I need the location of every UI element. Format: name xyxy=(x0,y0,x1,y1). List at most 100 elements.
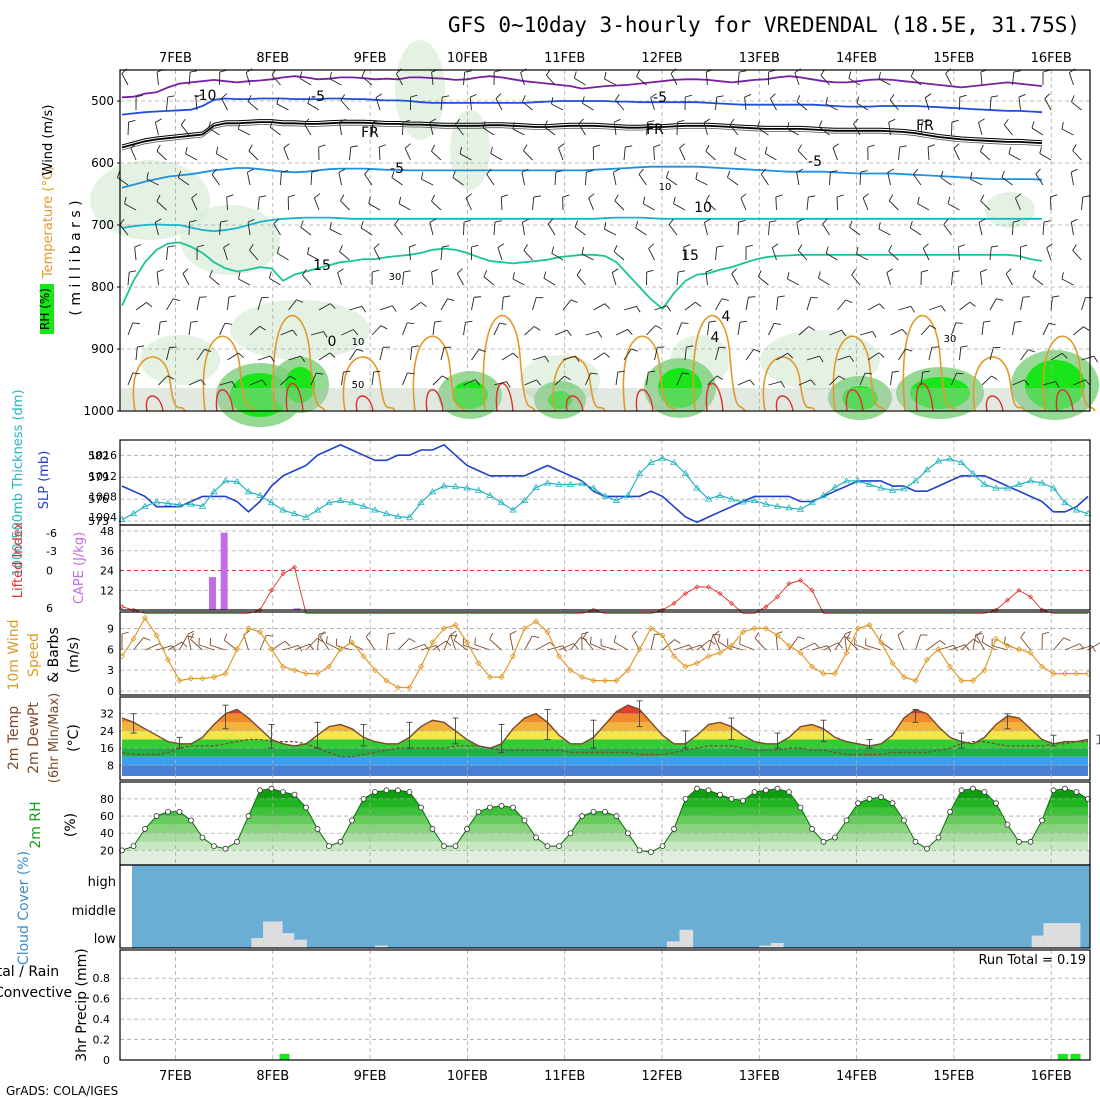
wind-barb xyxy=(156,72,159,86)
thickness-marker xyxy=(1003,484,1012,491)
wind-barb xyxy=(119,218,125,226)
wind-barb xyxy=(303,118,310,125)
wind-barb xyxy=(1039,153,1052,161)
wind-barb xyxy=(178,177,190,186)
wind-barb xyxy=(613,122,617,136)
thickness-marker xyxy=(842,477,851,484)
wind-barb xyxy=(533,195,541,198)
thickness-marker xyxy=(543,479,552,486)
wind-barb xyxy=(282,645,299,651)
ylabel-millibars: ( m i l l i b a r s ) xyxy=(68,200,84,315)
wind-barb xyxy=(185,146,188,154)
y-tick-label: 24 xyxy=(100,725,114,738)
wind-barb xyxy=(453,633,458,641)
rh-marker xyxy=(809,826,815,832)
wind-barb xyxy=(302,269,307,276)
wind-barb xyxy=(121,73,129,86)
rh-marker xyxy=(475,808,482,815)
wind-barb xyxy=(848,71,852,79)
wind-barb xyxy=(373,370,381,373)
thickness-marker xyxy=(704,495,713,502)
wind-barb xyxy=(1032,270,1036,278)
thickness-marker xyxy=(198,502,207,509)
temperature-band xyxy=(122,765,1088,776)
wind-barb xyxy=(196,349,205,361)
thickness-marker xyxy=(141,502,149,509)
wind-barb xyxy=(512,278,525,286)
wind-barb xyxy=(1014,320,1022,323)
rh-band xyxy=(122,833,1088,842)
wind-barb xyxy=(434,320,442,323)
wind-barb xyxy=(180,118,186,125)
wind-barb xyxy=(853,118,859,125)
wind-barb xyxy=(1083,326,1090,331)
thickness-marker xyxy=(750,496,759,503)
wind-barb xyxy=(431,150,442,161)
wind-barb xyxy=(1035,173,1044,186)
wind-barb xyxy=(949,644,966,651)
wind-barb xyxy=(350,145,358,148)
wind-barb xyxy=(271,74,281,86)
wind-barb xyxy=(551,103,564,111)
wind-barb xyxy=(798,326,810,336)
wind-barb xyxy=(391,177,403,186)
wind-barb xyxy=(892,370,900,373)
wind-barb xyxy=(976,630,982,637)
wind-speed-marker xyxy=(877,639,885,646)
wind-barb xyxy=(955,322,963,324)
wind-barb xyxy=(269,277,281,286)
wind-barb xyxy=(1073,379,1086,386)
temperature-contour xyxy=(121,119,1043,146)
temperature-contour xyxy=(121,97,1043,116)
thickness-marker xyxy=(129,509,138,517)
rh-marker xyxy=(360,795,367,802)
wind-barb xyxy=(130,143,137,149)
wind-barb xyxy=(243,634,249,651)
wind-barb xyxy=(452,177,464,186)
rh-marker xyxy=(1039,817,1045,824)
wind-barb xyxy=(1070,172,1074,186)
wind-barb xyxy=(249,325,260,336)
contour-label: 50 xyxy=(352,380,365,391)
wind-barb xyxy=(521,172,525,186)
y-tick-label: 800 xyxy=(91,280,114,294)
wind-barb xyxy=(806,197,809,211)
wind-barb xyxy=(648,370,656,373)
wind-barb xyxy=(310,372,317,386)
wind-barb xyxy=(650,97,655,111)
rh-marker xyxy=(705,787,712,794)
wind-barb xyxy=(268,271,272,279)
rh-marker xyxy=(935,834,942,841)
wind-barb xyxy=(818,271,821,279)
wind-barb xyxy=(435,645,441,652)
wind-barb xyxy=(738,220,746,223)
wind-barb xyxy=(576,274,586,286)
wind-barb xyxy=(654,347,658,361)
wind-barb xyxy=(259,325,266,331)
wind-barb xyxy=(673,203,686,211)
wind-barb xyxy=(166,247,169,261)
wind-barb xyxy=(953,143,960,149)
ylabel-2m-temp: 2m Temp xyxy=(6,706,22,770)
contour-label: 10 xyxy=(659,182,672,193)
rh-shade xyxy=(452,381,488,409)
wind-speed-marker xyxy=(728,642,735,649)
wind-barb xyxy=(707,322,710,336)
wind-barb xyxy=(364,168,370,175)
wind-barb xyxy=(867,144,875,148)
wind-barb xyxy=(311,170,319,173)
thickness-marker xyxy=(670,458,678,466)
wind-speed-marker xyxy=(555,653,563,660)
wind-barb xyxy=(442,95,450,98)
wind-barb xyxy=(459,146,463,154)
wind-barb xyxy=(829,375,840,386)
wind-barb xyxy=(407,322,415,324)
wind-barb xyxy=(939,640,946,646)
thickness-marker xyxy=(601,492,609,499)
wind-barb xyxy=(636,306,641,313)
date-label-bottom: 16FEB xyxy=(1031,1069,1072,1084)
wind-barb xyxy=(739,637,741,645)
wind-barb xyxy=(154,222,159,236)
wind-barb xyxy=(684,301,696,311)
wind-barb xyxy=(364,174,373,186)
